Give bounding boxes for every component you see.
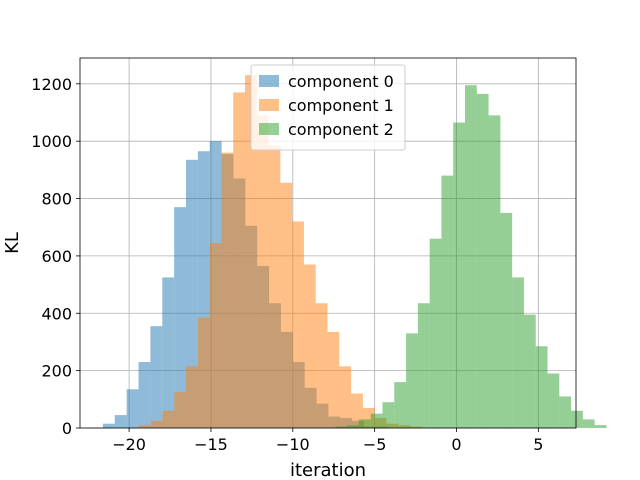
- x-tick-label: 5: [533, 435, 543, 454]
- histogram-bar: [245, 75, 257, 429]
- histogram-bar: [114, 415, 127, 428]
- histogram-bar: [500, 212, 513, 428]
- series-1: [138, 75, 422, 429]
- histogram-bar: [209, 243, 222, 428]
- histogram-bar: [185, 159, 198, 428]
- y-tick-label: 1200: [31, 75, 72, 94]
- histogram-bar: [197, 317, 210, 428]
- histogram-bar: [406, 333, 418, 428]
- histogram-bar: [351, 393, 363, 428]
- histogram-bar: [465, 85, 477, 429]
- legend-swatch: [259, 123, 279, 135]
- x-tick-label: −20: [112, 435, 146, 454]
- histogram-bar: [382, 402, 395, 428]
- histogram-bar: [221, 152, 234, 428]
- histogram-bar: [571, 410, 583, 428]
- histogram-bar: [315, 303, 328, 428]
- histogram-bar: [280, 182, 293, 428]
- histogram-bar: [138, 425, 151, 428]
- histogram-bar: [150, 326, 163, 428]
- legend-swatch: [259, 99, 279, 111]
- histogram-bar: [429, 238, 442, 428]
- y-tick-label: 1000: [31, 132, 72, 151]
- histogram-bar: [535, 346, 548, 428]
- histogram-bar: [394, 382, 407, 428]
- y-tick-label: 600: [41, 247, 72, 266]
- x-tick-label: −5: [363, 435, 387, 454]
- y-tick-label: 400: [41, 304, 72, 323]
- ticks: −20 −15 −10 −5 0 5 0 200 400 600 800 1000 1200: [31, 75, 543, 454]
- y-tick-label: 800: [41, 190, 72, 209]
- histogram-bar: [559, 396, 572, 428]
- x-axis-title: iteration: [290, 460, 366, 480]
- histogram-bar: [476, 93, 489, 428]
- histogram-bar: [339, 366, 352, 428]
- x-tick-label: 0: [451, 435, 461, 454]
- plot-frame: [79, 57, 577, 429]
- histogram-bar: [256, 115, 269, 428]
- histogram-bar: [162, 277, 175, 428]
- histogram-bar: [327, 331, 340, 428]
- histogram-bar: [335, 426, 348, 428]
- histogram-bar: [292, 221, 304, 428]
- histogram-bar: [370, 413, 383, 428]
- histogram-bar: [523, 314, 536, 428]
- histogram-bar: [441, 175, 454, 428]
- y-tick-label: 0: [62, 419, 72, 438]
- histogram-bar: [126, 389, 139, 428]
- legend-swatch: [259, 75, 279, 87]
- histogram-bar: [102, 423, 115, 428]
- histogram-bar: [347, 425, 359, 428]
- x-tick-label: −15: [194, 435, 228, 454]
- legend-frame: [250, 64, 406, 151]
- legend-label: component 2: [288, 120, 394, 139]
- histogram-bar: [233, 92, 246, 428]
- legend-label: component 1: [288, 96, 394, 115]
- histogram-bar: [594, 425, 607, 428]
- histogram-bar: [174, 207, 186, 428]
- y-axis-title: KL: [2, 232, 23, 254]
- histogram-bar: [174, 392, 187, 428]
- histogram-bar: [488, 115, 501, 428]
- histogram-bar: [512, 277, 524, 428]
- legend: component 0 component 1 component 2: [250, 64, 406, 151]
- bars: [102, 75, 607, 429]
- histogram-bar: [453, 122, 466, 428]
- legend-label: component 0: [288, 72, 394, 91]
- histogram-bar: [186, 366, 198, 428]
- histogram-bar: [582, 419, 595, 428]
- histogram-bar: [150, 420, 163, 428]
- histogram-bar: [138, 362, 151, 428]
- histogram-bar: [358, 419, 371, 428]
- histogram-bar: [197, 151, 210, 429]
- histogram-bar: [303, 264, 316, 428]
- series-2: [335, 85, 607, 429]
- y-tick-label: 200: [41, 362, 72, 381]
- x-tick-label: −10: [276, 435, 310, 454]
- histogram-bar: [268, 145, 281, 428]
- histogram-bar: [547, 373, 560, 428]
- histogram-bar: [162, 410, 175, 428]
- histogram-bar: [417, 303, 430, 428]
- histogram-bar: [362, 407, 375, 428]
